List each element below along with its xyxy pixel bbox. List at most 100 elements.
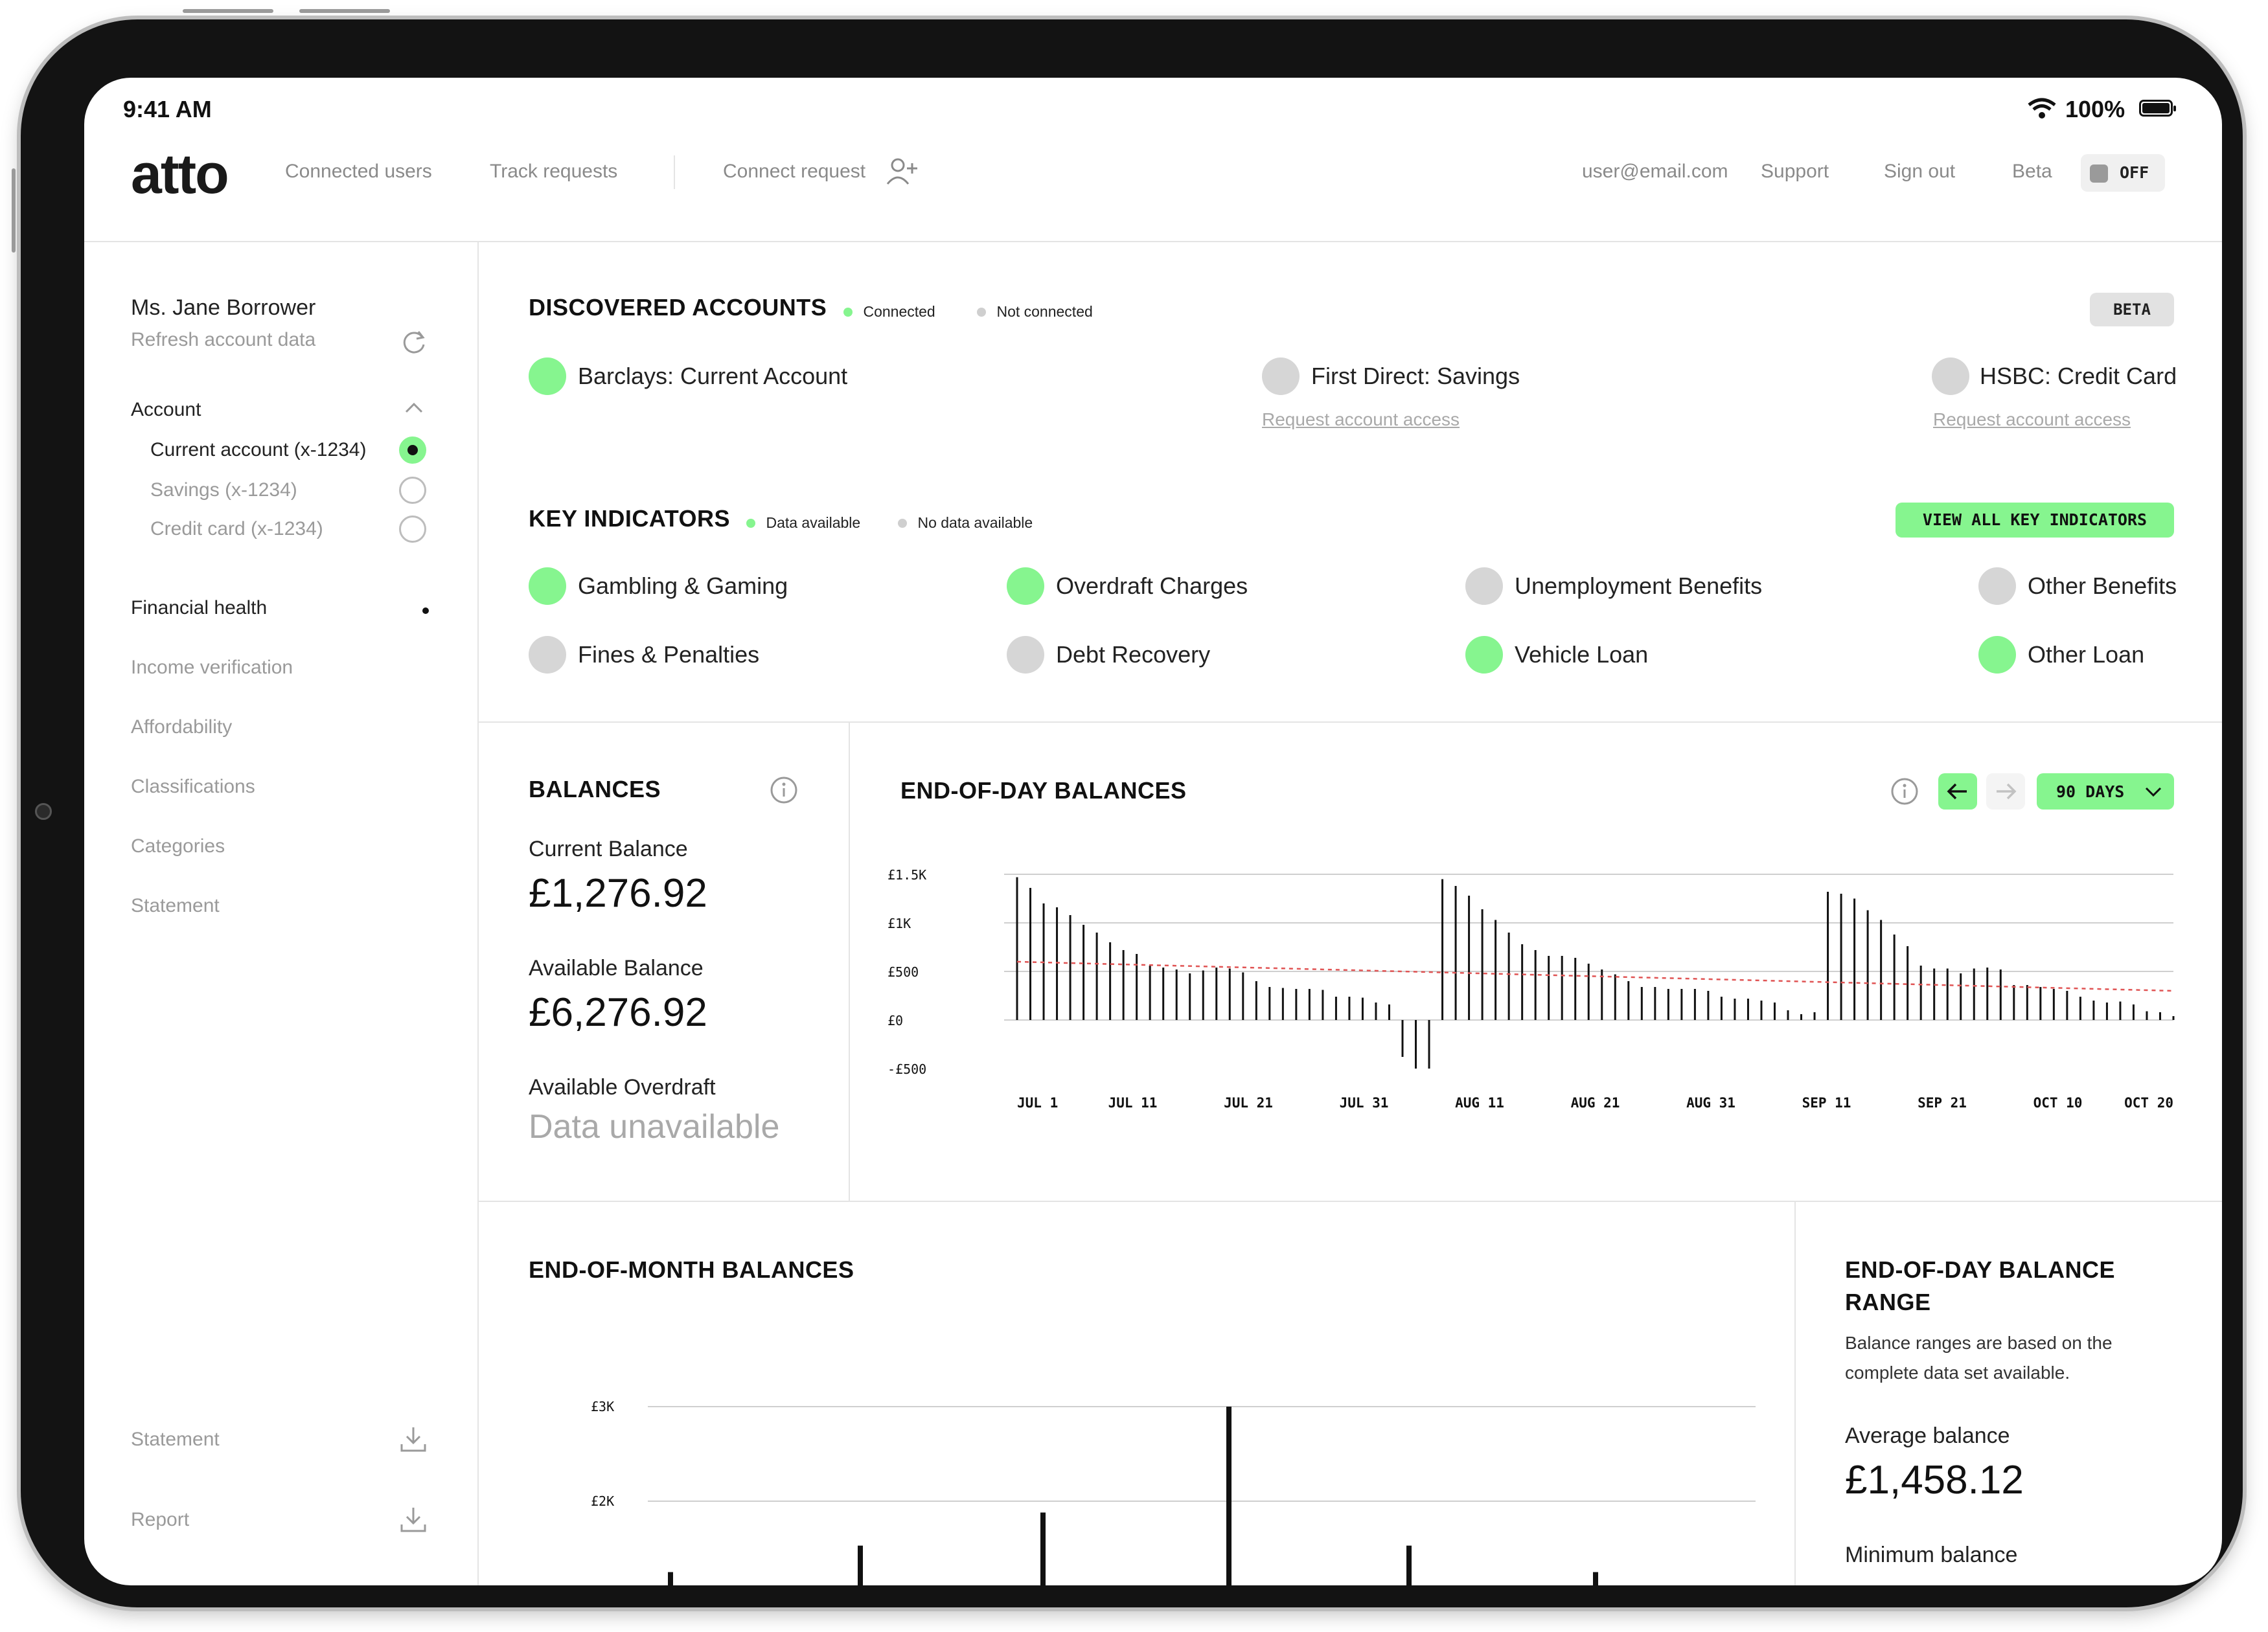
- beta-badge: BETA: [2090, 293, 2174, 326]
- range-title-line2: RANGE: [1845, 1289, 1931, 1315]
- account-option-savings[interactable]: Savings (x-1234): [150, 479, 297, 501]
- account-barclays[interactable]: Barclays: Current Account: [578, 363, 848, 389]
- y-tick-label: £0: [888, 1013, 903, 1028]
- camera: [35, 803, 52, 820]
- app-screen: 9:41 AM 100% atto Connected users Track …: [84, 78, 2222, 1585]
- y-tick-label: -£500: [888, 1061, 926, 1077]
- indicator-other-loan[interactable]: Other Loan: [2028, 641, 2145, 668]
- range-dropdown[interactable]: 90 DAYS: [2037, 773, 2174, 810]
- account-status-dot: [1932, 357, 1969, 395]
- chevron-up-icon[interactable]: [404, 402, 424, 418]
- download-icon[interactable]: [399, 1505, 428, 1537]
- indicator-vehicle-loan[interactable]: Vehicle Loan: [1515, 641, 1649, 668]
- key-indicators-title: KEY INDICATORS: [529, 505, 731, 532]
- beta-toggle-state: OFF: [2120, 163, 2149, 182]
- add-user-icon[interactable]: [886, 157, 919, 188]
- account-section-header[interactable]: Account: [131, 399, 201, 420]
- radio-current-selected[interactable]: [399, 436, 426, 464]
- minimum-balance-label: Minimum balance: [1845, 1543, 2018, 1567]
- refresh-icon[interactable]: [399, 328, 428, 359]
- average-balance-label: Average balance: [1845, 1423, 2010, 1448]
- indicator-gambling[interactable]: Gambling & Gaming: [578, 572, 788, 599]
- request-access-link[interactable]: Request account access: [1933, 409, 2131, 429]
- sign-out-link[interactable]: Sign out: [1884, 161, 1956, 182]
- atto-logo[interactable]: atto: [131, 143, 229, 205]
- info-icon[interactable]: [1890, 777, 1919, 809]
- section-divider: [477, 721, 2222, 723]
- section-divider: [477, 1201, 2222, 1202]
- menu-categories[interactable]: Categories: [131, 835, 225, 857]
- indicator-debt-recovery[interactable]: Debt Recovery: [1056, 641, 1211, 668]
- range-description-line1: Balance ranges are based on the: [1845, 1333, 2113, 1353]
- indicator-unemployment[interactable]: Unemployment Benefits: [1515, 572, 1763, 599]
- nav-connected-users[interactable]: Connected users: [285, 161, 432, 182]
- download-report-label[interactable]: Report: [131, 1509, 190, 1530]
- y-tick-label: £3K: [591, 1399, 614, 1414]
- battery-icon: [2139, 100, 2176, 117]
- menu-affordability[interactable]: Affordability: [131, 716, 233, 738]
- range-title-line1: END-OF-DAY BALANCE: [1845, 1256, 2116, 1283]
- radio-credit-card[interactable]: [399, 516, 426, 543]
- eom-bar: [1040, 1512, 1046, 1585]
- legend-no-data-label: No data available: [917, 514, 1033, 531]
- previous-period-button[interactable]: [1938, 773, 1977, 810]
- support-link[interactable]: Support: [1761, 161, 1829, 182]
- connected-dot: [843, 308, 853, 317]
- nav-divider: [674, 155, 675, 189]
- menu-income-verification[interactable]: Income verification: [131, 657, 293, 678]
- balances-title: BALANCES: [529, 776, 661, 802]
- eom-bar: [1226, 1407, 1231, 1585]
- trend-line: [1016, 960, 2174, 992]
- beta-toggle[interactable]: OFF: [2081, 154, 2165, 192]
- info-icon[interactable]: [770, 776, 798, 808]
- account-hsbc[interactable]: HSBC: Credit Card: [1980, 363, 2177, 389]
- indicator-dot: [529, 636, 566, 674]
- status-time: 9:41 AM: [123, 96, 212, 122]
- eom-balances-chart: £3K£2K£1K: [591, 1399, 1756, 1585]
- x-tick-label: SEP 21: [1918, 1095, 1967, 1111]
- view-all-indicators-button[interactable]: VIEW ALL KEY INDICATORS: [1896, 503, 2174, 538]
- indicator-dot: [1007, 636, 1044, 674]
- available-balance-label: Available Balance: [529, 956, 704, 980]
- eom-bar: [1406, 1545, 1412, 1585]
- eod-balances-chart: £1.5K £1K £500 £0 -£500 JUL 1 JUL 11 JUL 21 JUL…: [888, 867, 2175, 1111]
- top-button: [183, 9, 273, 13]
- x-tick-label: AUG 31: [1686, 1095, 1735, 1111]
- indicator-fines[interactable]: Fines & Penalties: [578, 641, 760, 668]
- download-statement-label[interactable]: Statement: [131, 1429, 220, 1450]
- eom-chart-title: END-OF-MONTH BALANCES: [529, 1256, 854, 1283]
- radio-savings[interactable]: [399, 477, 426, 504]
- nav-track-requests[interactable]: Track requests: [490, 161, 618, 182]
- current-balance-value: £1,276.92: [529, 871, 707, 916]
- next-period-button[interactable]: [1986, 773, 2025, 810]
- discovered-accounts-title: DISCOVERED ACCOUNTS: [529, 294, 827, 321]
- tablet-frame: 9:41 AM 100% atto Connected users Track …: [12, 9, 2243, 1607]
- average-balance-value: £1,458.12: [1845, 1458, 2024, 1502]
- available-balance-value: £6,276.92: [529, 990, 707, 1035]
- nav-connect-request[interactable]: Connect request: [723, 161, 866, 182]
- user-name: Ms. Jane Borrower: [131, 295, 316, 320]
- legend-connected: Connected: [843, 303, 935, 321]
- refresh-account-link[interactable]: Refresh account data: [131, 329, 316, 350]
- request-access-link[interactable]: Request account access: [1262, 409, 1460, 429]
- account-option-credit-card[interactable]: Credit card (x-1234): [150, 518, 323, 539]
- legend-data-available: Data available: [746, 514, 860, 532]
- legend-not-connected-label: Not connected: [996, 303, 1093, 320]
- menu-statement[interactable]: Statement: [131, 895, 220, 916]
- y-tick-label: £500: [888, 964, 919, 980]
- indicator-dot: [1465, 567, 1503, 605]
- legend-not-connected: Not connected: [977, 303, 1093, 321]
- y-tick-label: £1K: [888, 916, 911, 931]
- account-option-current[interactable]: Current account (x-1234): [150, 439, 367, 460]
- y-tick-label: £1.5K: [888, 867, 926, 883]
- download-icon[interactable]: [399, 1425, 428, 1456]
- indicator-other-benefits[interactable]: Other Benefits: [2028, 572, 2177, 599]
- menu-classifications[interactable]: Classifications: [131, 776, 255, 797]
- x-tick-label: OCT 20: [2124, 1095, 2173, 1111]
- menu-financial-health[interactable]: Financial health: [131, 597, 268, 618]
- user-email[interactable]: user@email.com: [1582, 161, 1728, 182]
- eom-bar: [1593, 1572, 1598, 1585]
- indicator-overdraft[interactable]: Overdraft Charges: [1056, 572, 1248, 599]
- account-first-direct[interactable]: First Direct: Savings: [1311, 363, 1520, 389]
- x-tick-label: AUG 11: [1455, 1095, 1504, 1111]
